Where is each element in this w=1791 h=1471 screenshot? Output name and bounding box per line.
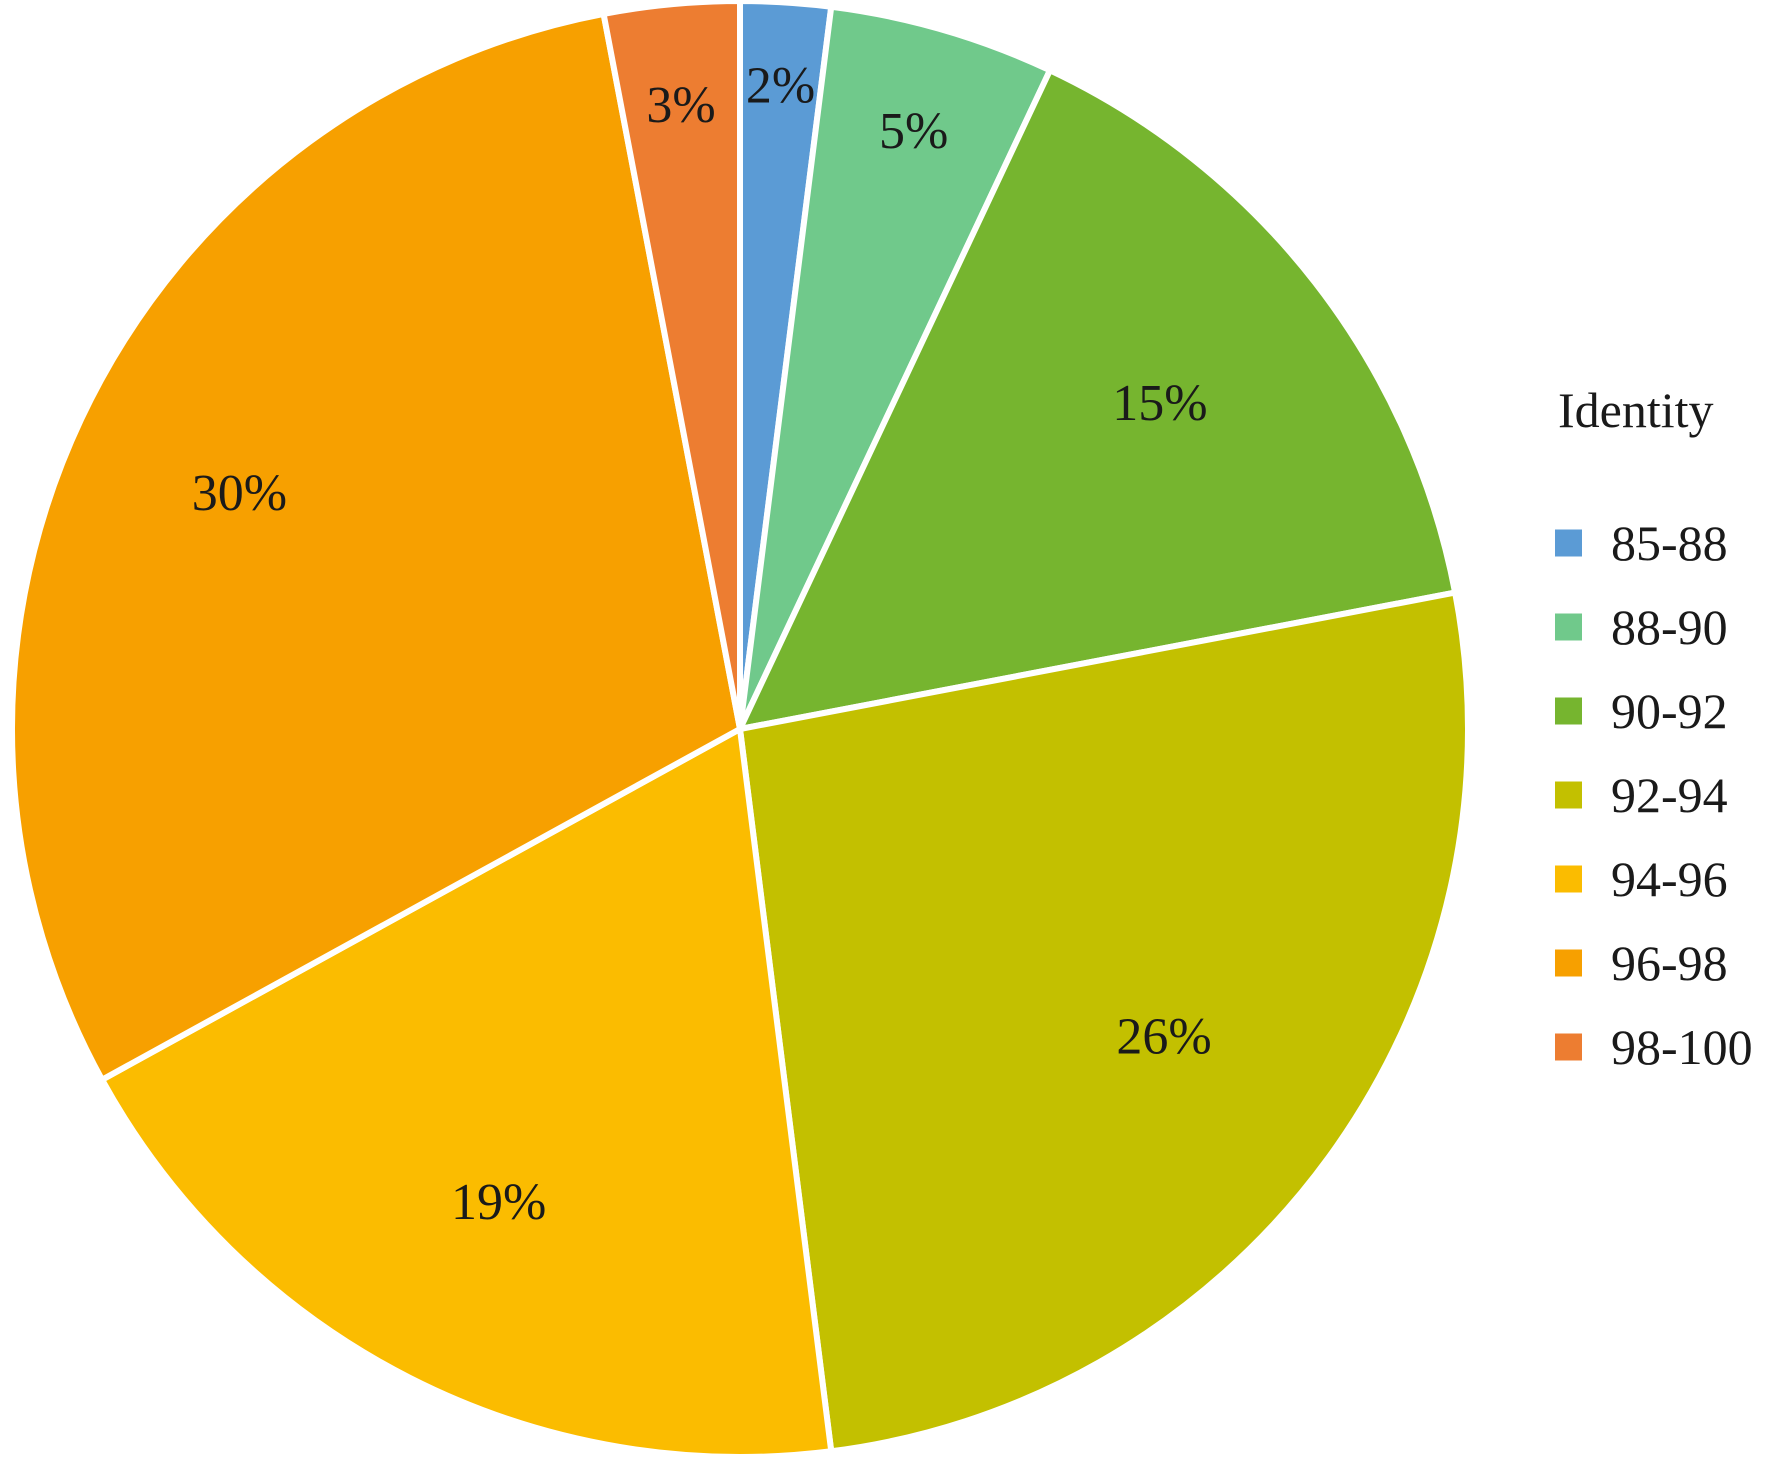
legend-swatch-96-98 <box>1555 949 1582 977</box>
slice-label-85-88: 2% <box>746 58 815 115</box>
legend-swatch-85-88 <box>1555 529 1582 557</box>
legend-label-85-88: 85-88 <box>1611 515 1728 571</box>
legend-label-88-90: 88-90 <box>1611 599 1728 655</box>
legend-title: Identity <box>1558 382 1714 438</box>
slice-label-88-90: 5% <box>879 103 948 160</box>
pie-slice-94-96 <box>99 726 835 1460</box>
slice-label-90-92: 15% <box>1112 375 1207 432</box>
legend-swatch-92-94 <box>1555 781 1582 809</box>
legend-items: 85-88 88-90 90-92 92-94 94-96 96-98 98-100 <box>1555 515 1753 1075</box>
legend: Identity 85-88 88-90 90-92 92-94 94-96 96-98 9… <box>1555 382 1753 1075</box>
pie-slice-98-100 <box>600 0 743 732</box>
legend-swatch-98-100 <box>1555 1033 1582 1061</box>
pie-slice-92-94 <box>737 589 1471 1455</box>
slice-label-98-100: 3% <box>646 77 715 134</box>
pie-slice-labels: 2% 5% 15% 26% 19% 30% 3% <box>192 58 1212 1232</box>
slice-label-94-96: 19% <box>451 1174 546 1231</box>
legend-label-94-96: 94-96 <box>1611 851 1728 907</box>
pie-slice-90-92 <box>737 67 1459 732</box>
pie-slice-96-98 <box>9 10 743 1083</box>
slice-label-92-94: 26% <box>1116 1009 1211 1066</box>
legend-label-90-92: 90-92 <box>1611 683 1728 739</box>
legend-swatch-88-90 <box>1555 613 1582 641</box>
pie-slice-88-90 <box>737 3 1053 732</box>
legend-label-96-98: 96-98 <box>1611 935 1728 991</box>
legend-label-92-94: 92-94 <box>1611 767 1728 823</box>
legend-swatch-94-96 <box>1555 865 1582 893</box>
slice-label-96-98: 30% <box>192 465 287 522</box>
pie-slices <box>9 0 1471 1460</box>
legend-label-98-100: 98-100 <box>1611 1019 1753 1075</box>
legend-swatch-90-92 <box>1555 697 1582 725</box>
